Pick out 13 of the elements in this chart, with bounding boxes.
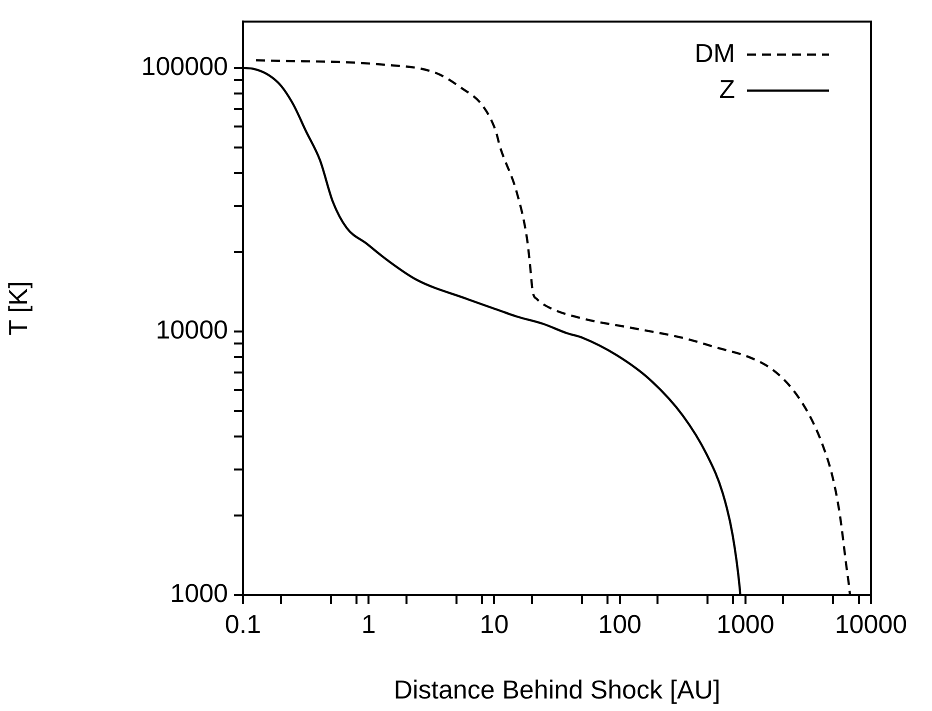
x-axis-title: Distance Behind Shock [AU] <box>394 674 720 705</box>
x-tick-label: 10000 <box>834 608 908 639</box>
x-tick-label: 1000 <box>716 608 774 639</box>
legend-label: Z <box>719 74 736 104</box>
y-tick-label: 10000 <box>156 314 228 345</box>
x-tick-label: 0.1 <box>224 608 262 639</box>
y-tick-label: 1000 <box>170 578 228 608</box>
legend-label: DM <box>694 38 735 68</box>
y-axis-title: T [K] <box>2 281 33 336</box>
x-tick-label: 10 <box>480 608 509 639</box>
x-tick-label: 100 <box>598 608 642 639</box>
y-tick-label: 100000 <box>141 51 228 82</box>
x-tick-label: 1 <box>361 608 376 639</box>
